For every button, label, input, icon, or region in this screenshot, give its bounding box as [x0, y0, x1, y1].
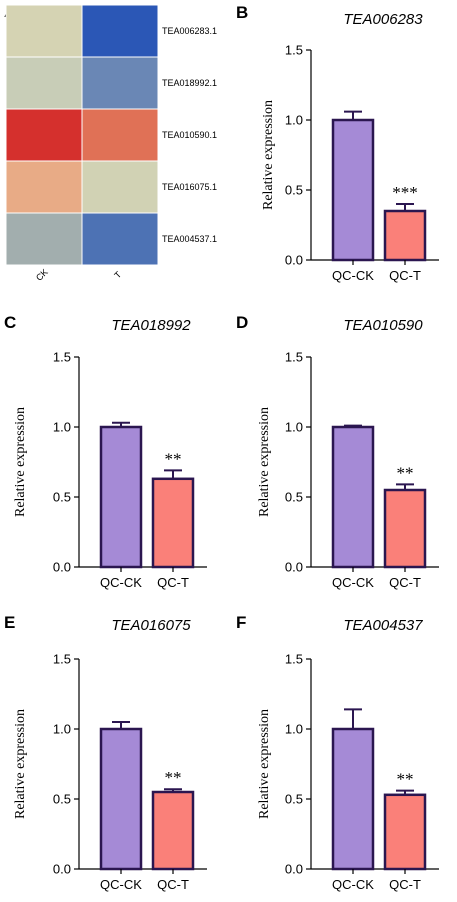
x-tick-label: QC-T [157, 877, 189, 892]
y-tick-label: 1.0 [53, 722, 71, 737]
bar-chart-panel-d: TEA010590 Relative expression 0.0 0.5 1.0 1.5… [257, 317, 439, 590]
bar-qc-ck [99, 425, 143, 569]
x-tick-label: QC-CK [332, 877, 374, 892]
heatmap-cell [5, 160, 83, 214]
y-tick-label: 0.5 [285, 490, 303, 505]
chart-title: TEA004537 [343, 617, 423, 634]
y-tick-label: 0.5 [285, 792, 303, 807]
y-tick-label: 0.5 [285, 183, 303, 198]
y-tick-label: 1.5 [285, 652, 303, 667]
significance-label: ** [397, 463, 414, 482]
heatmap-row-label: TEA018992.1 [162, 78, 217, 88]
bar-chart-panel-b: TEA006283 Relative expression 0.0 0.5 1.0 1.5… [261, 11, 439, 283]
y-tick-label: 0.0 [285, 253, 303, 268]
y-tick-label: 0.0 [53, 862, 71, 877]
significance-label: ** [165, 449, 182, 468]
y-tick-label: 1.5 [285, 43, 303, 58]
y-tick-label: 0.5 [53, 490, 71, 505]
bar-chart-panel-f: TEA004537 Relative expression 0.0 0.5 1.0 1.5… [257, 617, 439, 892]
y-axis-label: Relative expression [13, 407, 28, 517]
chart-title: TEA010590 [343, 317, 423, 334]
heatmap-column-label: T [112, 269, 123, 280]
heatmap-cell [5, 4, 83, 58]
heatmap-row-label: TEA016075.1 [162, 182, 217, 192]
heatmap-row-label: TEA006283.1 [162, 26, 217, 36]
bar-qc-ck [331, 727, 375, 871]
heatmap-cell [5, 212, 83, 266]
y-tick-label: 1.0 [285, 722, 303, 737]
y-axis-label: Relative expression [257, 709, 272, 819]
y-axis-label: Relative expression [261, 100, 276, 210]
panel-letter-d: D [236, 313, 248, 332]
chart-title: TEA016075 [111, 617, 191, 634]
bar-qc-t [383, 488, 427, 569]
bar-chart-panel-e: TEA016075 Relative expression 0.0 0.5 1.0 1.5… [13, 617, 207, 892]
y-tick-label: 1.0 [285, 420, 303, 435]
y-tick-label: 1.5 [53, 350, 71, 365]
bar-qc-ck [331, 425, 375, 569]
bar-chart-panel-c: TEA018992 Relative expression 0.0 0.5 1.0 1.5… [13, 317, 207, 590]
x-tick-label: QC-CK [100, 575, 142, 590]
heatmap-cell [81, 160, 159, 214]
x-tick-label: QC-T [389, 575, 421, 590]
heatmap-row-label: TEA004537.1 [162, 234, 217, 244]
y-axis-label: Relative expression [13, 709, 28, 819]
panel-letter-f: F [236, 613, 246, 632]
heatmap-cell [81, 4, 159, 58]
y-tick-label: 0.5 [53, 792, 71, 807]
y-tick-label: 1.0 [53, 420, 71, 435]
panel-letter-c: C [4, 313, 16, 332]
x-tick-label: QC-T [389, 877, 421, 892]
bar-qc-t [151, 477, 195, 569]
bar-qc-t [151, 790, 195, 871]
bar-qc-t [383, 209, 427, 262]
chart-title: TEA018992 [111, 317, 191, 334]
x-tick-label: QC-CK [332, 268, 374, 283]
x-tick-label: QC-CK [332, 575, 374, 590]
y-axis-label: Relative expression [257, 407, 272, 517]
heatmap-column-label: CK [34, 267, 50, 283]
significance-label: ** [165, 768, 182, 787]
bar-qc-ck [99, 727, 143, 871]
x-tick-label: QC-T [389, 268, 421, 283]
heatmap-cell [5, 56, 83, 110]
heatmap-row-label: TEA010590.1 [162, 130, 217, 140]
panel-letter-e: E [4, 613, 15, 632]
y-tick-label: 1.5 [285, 350, 303, 365]
heatmap-cell [81, 108, 159, 162]
chart-title: TEA006283 [343, 11, 423, 28]
panel-letter-b: B [236, 3, 248, 22]
heatmap-cell [81, 56, 159, 110]
x-tick-label: QC-CK [100, 877, 142, 892]
y-tick-label: 1.5 [53, 652, 71, 667]
bar-qc-t [383, 793, 427, 871]
bar-qc-ck [331, 118, 375, 262]
significance-label: ** [397, 770, 414, 789]
y-tick-label: 0.0 [285, 862, 303, 877]
heatmap: TEA006283.1 TEA018992.1 TEA010590.1 TEA0160… [5, 4, 217, 283]
y-tick-label: 0.0 [285, 560, 303, 575]
y-tick-label: 1.0 [285, 113, 303, 128]
heatmap-cell [81, 212, 159, 266]
heatmap-cell [5, 108, 83, 162]
significance-label: *** [392, 183, 418, 202]
x-tick-label: QC-T [157, 575, 189, 590]
y-tick-label: 0.0 [53, 560, 71, 575]
